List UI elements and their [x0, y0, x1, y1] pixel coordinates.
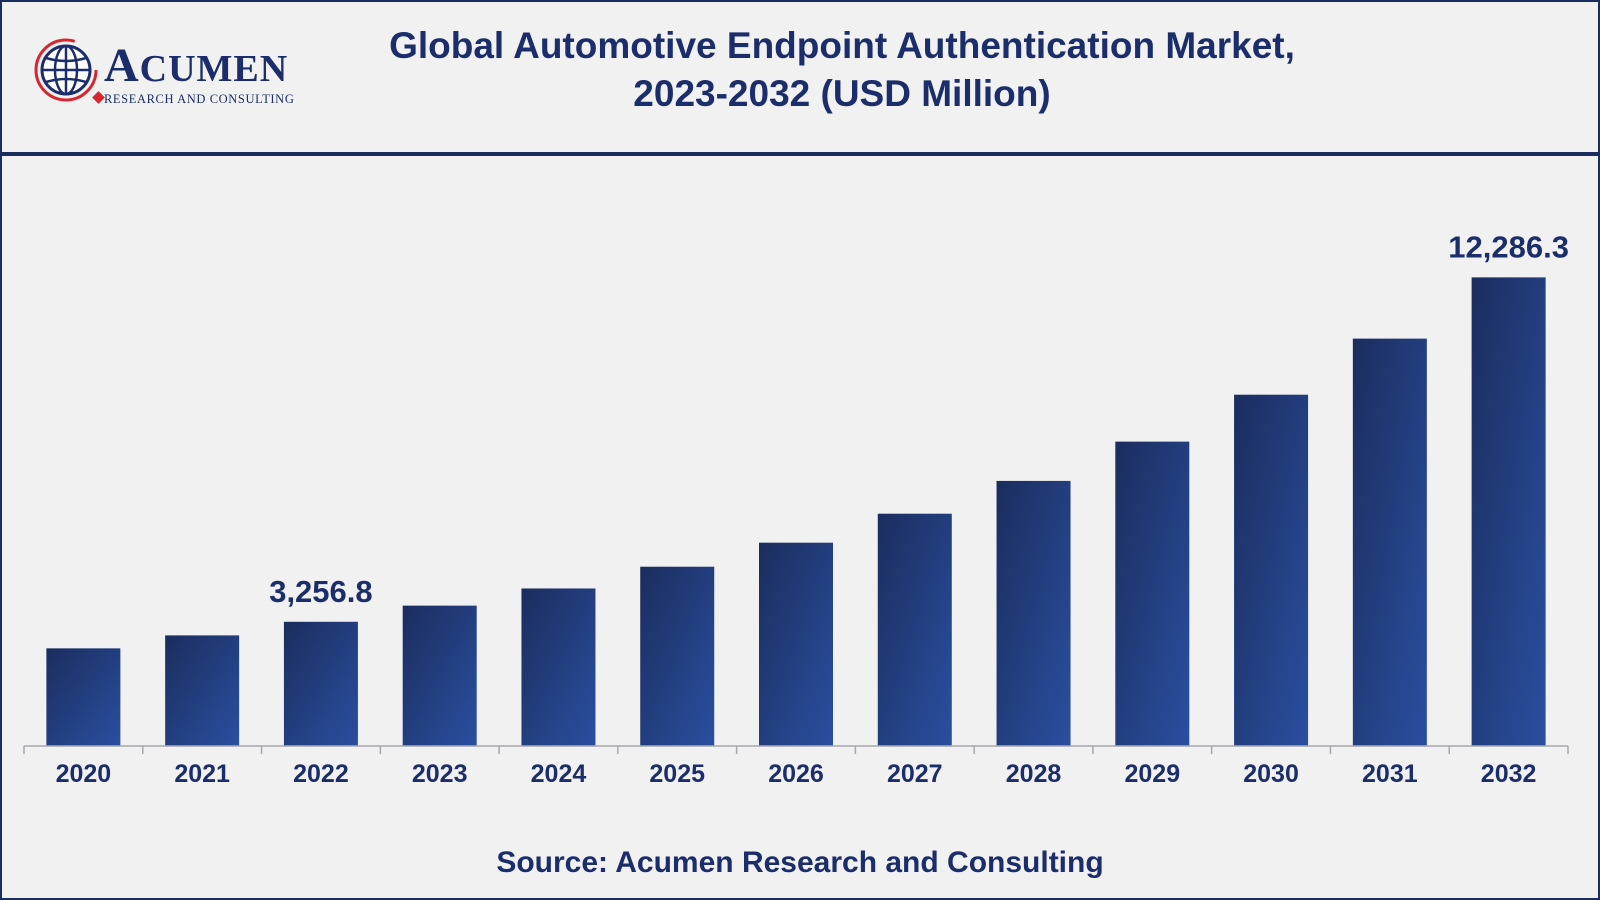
- x-tick-label-2025: 2025: [649, 760, 705, 788]
- bar-2031: [1352, 338, 1427, 746]
- header: ACUMEN RESEARCH AND CONSULTING Global Au…: [2, 2, 1598, 156]
- logo-initial: A: [104, 39, 140, 92]
- x-tick-label-2027: 2027: [887, 760, 943, 788]
- x-tick-label-2029: 2029: [1124, 760, 1180, 788]
- source-note: Source: Acumen Research and Consulting: [496, 846, 1104, 879]
- chart-title: Global Automotive Endpoint Authenticatio…: [332, 22, 1352, 118]
- x-tick-label-2031: 2031: [1362, 760, 1418, 788]
- data-label-2022: 3,256.8: [269, 574, 372, 609]
- x-axis-ticks: [23, 746, 1569, 754]
- x-tick-label-2024: 2024: [531, 760, 587, 788]
- bar-2023: [402, 605, 477, 746]
- bar-2021: [165, 635, 240, 746]
- bars-layer: [46, 277, 1546, 746]
- bar-2022: [283, 621, 358, 746]
- logo-tagline: RESEARCH AND CONSULTING: [104, 92, 295, 106]
- logo-wordmark: ACUMEN: [104, 42, 288, 90]
- chart-title-line-2: 2023-2032 (USD Million): [633, 73, 1051, 114]
- bar-2028: [996, 480, 1071, 746]
- logo-name-rest: CUMEN: [139, 48, 289, 90]
- chart-title-line-1: Global Automotive Endpoint Authenticatio…: [389, 25, 1295, 66]
- bar-2024: [521, 588, 596, 746]
- x-tick-label-2022: 2022: [293, 760, 349, 788]
- bar-2030: [1234, 394, 1309, 746]
- x-tick-label-2023: 2023: [412, 760, 468, 788]
- globe-icon: [34, 38, 98, 102]
- x-tick-label-2030: 2030: [1243, 760, 1299, 788]
- data-label-2032: 12,286.3: [1448, 229, 1569, 264]
- x-tick-label-2032: 2032: [1481, 760, 1537, 788]
- bar-2020: [46, 648, 121, 746]
- x-axis-labels: 2020 2021 2022 2023 2024 2025 2026 2027 2028 2029…: [56, 760, 1537, 788]
- x-tick-label-2021: 2021: [174, 760, 230, 788]
- x-tick-label-2026: 2026: [768, 760, 824, 788]
- data-labels: 3,256.8 12,286.3: [269, 229, 1569, 608]
- bar-2029: [1115, 441, 1190, 746]
- x-tick-label-2020: 2020: [56, 760, 112, 788]
- bar-2027: [877, 513, 952, 746]
- x-tick-label-2028: 2028: [1006, 760, 1062, 788]
- acumen-logo: ACUMEN RESEARCH AND CONSULTING: [32, 36, 332, 116]
- bar-2025: [640, 566, 715, 746]
- bar-2026: [759, 542, 833, 746]
- bar-2032: [1471, 277, 1546, 746]
